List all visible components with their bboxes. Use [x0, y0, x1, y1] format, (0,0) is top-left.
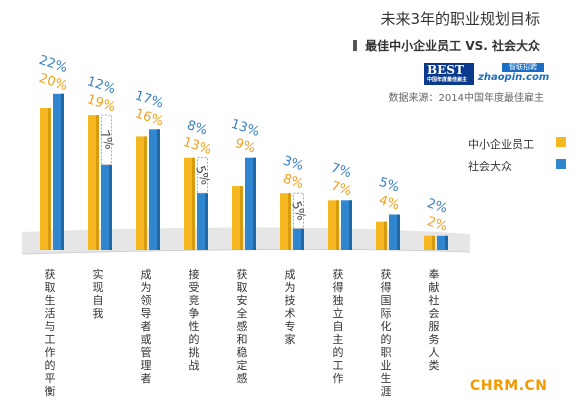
- zhaopin-logo: 智联招聘 zhaopin.com: [478, 63, 549, 85]
- bar-series1-3: [184, 157, 195, 250]
- bar-series2-4-side: [253, 157, 256, 250]
- bar-series2-6: [341, 200, 352, 250]
- bar-series1-0: [40, 108, 51, 250]
- zhaopin-logo-en: zhaopin.com: [478, 72, 550, 83]
- zhaopin-logo-cn: 智联招聘: [502, 63, 544, 72]
- category-label: 成为技术专家: [284, 268, 296, 346]
- bar-series2-3-side: [205, 193, 208, 250]
- category-label: 获得独立自主的工作: [332, 268, 344, 385]
- bar-series1-3-side: [192, 157, 195, 250]
- category-label: 成为领导者或管理者: [140, 268, 152, 385]
- bar-series2-5-side: [301, 228, 304, 250]
- chart-subtitle: 最佳中小企业员工 VS. 社会大众: [270, 37, 540, 54]
- bar-series1-1-side: [96, 115, 99, 250]
- value-label-series2-6: 7%: [329, 161, 353, 182]
- bar-series1-0-side: [48, 108, 51, 250]
- bar-series1-6: [328, 200, 339, 250]
- bar-series2-3: [197, 193, 208, 250]
- bar-overlay-label-5: 5%: [289, 199, 309, 222]
- bar-series2-4: [245, 157, 256, 250]
- bar-series1-8-side: [432, 235, 435, 250]
- bar-series1-4: [232, 186, 243, 250]
- bar-series1-8: [424, 235, 435, 250]
- bar-series1-5-side: [288, 193, 291, 250]
- legend-swatch-series1: [556, 137, 566, 147]
- bar-series2-7: [389, 214, 400, 250]
- bar-series2-8: [437, 235, 448, 250]
- category-label: 获得国际化的职业生涯: [380, 268, 392, 398]
- value-label-series2-8: 2%: [425, 196, 449, 217]
- bar-series1-1: [88, 115, 99, 250]
- bar-series2-8-side: [445, 235, 448, 250]
- category-label: 接受竞争性的挑战: [188, 268, 200, 372]
- value-label-series1-7: 4%: [377, 193, 401, 214]
- bar-series2-2: [149, 129, 160, 250]
- bar-series2-2-side: [157, 129, 160, 250]
- data-source: 数据来源：2014中国年度最佳雇主: [388, 93, 544, 104]
- bar-overlay-box-5: [293, 192, 304, 230]
- category-label: 实现自我: [92, 268, 104, 320]
- bar-overlay-label-3: 5%: [193, 164, 213, 187]
- category-label: 奉献社会服务人类: [428, 268, 440, 372]
- legend-label-series2: 社会大众: [468, 160, 512, 173]
- subtitle-marker: [353, 40, 358, 51]
- value-label-series2-7: 5%: [377, 175, 401, 196]
- bar-series2-1-side: [109, 164, 112, 250]
- bar-series1-4-side: [240, 186, 243, 250]
- value-label-series1-3: 13%: [181, 135, 213, 158]
- bar-series2-1: [101, 164, 112, 250]
- legend-swatch-series2: [556, 159, 566, 169]
- chart-floor-edge: [21, 248, 471, 255]
- bar-overlay-label-1: 7%: [97, 128, 117, 151]
- value-label-series1-6: 7%: [329, 179, 353, 200]
- bar-series1-6-side: [336, 200, 339, 250]
- bar-series1-7: [376, 221, 387, 250]
- bar-series2-5: [293, 228, 304, 250]
- value-label-series2-5: 3%: [281, 154, 305, 175]
- bar-overlay-box-1: [101, 114, 112, 166]
- watermark: CHRM.CN: [470, 378, 548, 394]
- chart-subtitle-text: 最佳中小企业员工 VS. 社会大众: [365, 39, 540, 53]
- bar-series1-2: [136, 136, 147, 250]
- chart-title: 未来3年的职业规划目标: [380, 10, 540, 28]
- best-employer-logo: BEST 中国年度最佳雇主: [424, 63, 474, 85]
- best-logo-subtext: 中国年度最佳雇主: [427, 77, 468, 83]
- sponsor-logos: BEST 中国年度最佳雇主 智联招聘 zhaopin.com: [424, 63, 549, 85]
- legend-label-series1: 中小企业员工: [468, 138, 534, 151]
- value-label-series1-5: 8%: [281, 172, 305, 193]
- bar-series1-5: [280, 193, 291, 250]
- value-label-series1-4: 9%: [233, 136, 257, 157]
- best-logo-text: BEST: [427, 63, 464, 77]
- legend-item-series1: 中小企业员工: [468, 136, 578, 152]
- legend-item-series2: 社会大众: [468, 158, 578, 174]
- value-label-series1-8: 2%: [425, 214, 449, 235]
- category-label: 获取安全感和稳定感: [236, 268, 248, 385]
- bar-series2-0: [53, 93, 64, 250]
- bar-series2-0-side: [61, 93, 64, 250]
- value-label-series2-3: 8%: [185, 118, 209, 139]
- value-label-series2-4: 13%: [229, 117, 261, 140]
- category-label: 获取生活与工作的平衡: [44, 268, 56, 398]
- bar-series2-6-side: [349, 200, 352, 250]
- bar-series1-2-side: [144, 136, 147, 250]
- bar-series2-7-side: [397, 214, 400, 250]
- bar-series1-7-side: [384, 221, 387, 250]
- bar-overlay-box-3: [197, 157, 208, 194]
